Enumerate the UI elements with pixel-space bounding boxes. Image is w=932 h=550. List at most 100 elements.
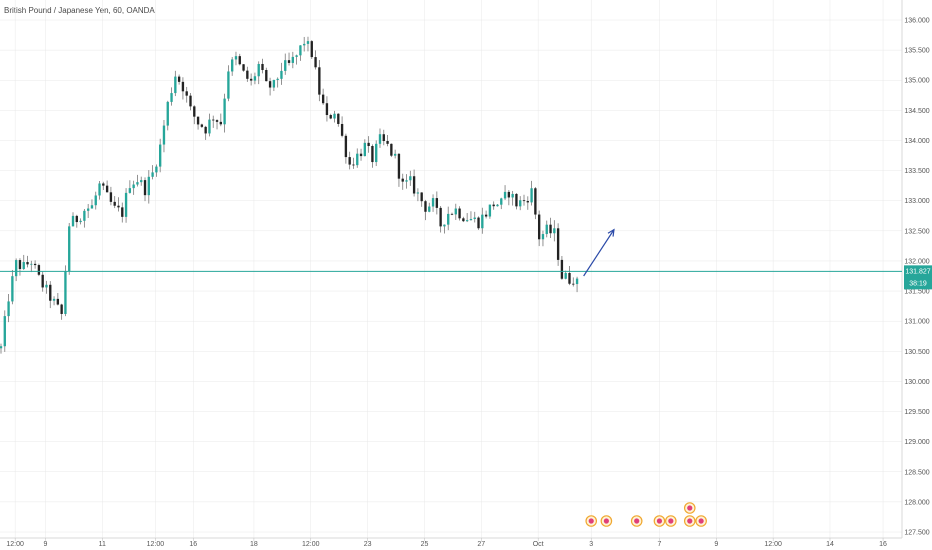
candle-body: [185, 91, 188, 96]
y-tick-label: 131.000: [904, 319, 929, 326]
candle-body: [454, 208, 457, 215]
candle-body: [90, 205, 94, 209]
candle-body: [401, 178, 404, 182]
candle-body: [0, 346, 3, 349]
candle-body: [575, 278, 579, 285]
candle-body: [45, 284, 48, 288]
candle-body: [522, 200, 526, 202]
candle-body: [519, 200, 522, 207]
candle-body: [378, 134, 382, 144]
candle-body: [155, 166, 158, 173]
candle-body: [200, 124, 204, 127]
event-marker-dot: [687, 518, 693, 524]
y-tick-label: 135.000: [904, 78, 929, 85]
candle-body: [98, 183, 101, 196]
y-tick-label: 132.000: [904, 258, 929, 265]
candle-body: [488, 204, 492, 217]
candle-body: [231, 59, 234, 72]
x-tick-label: 16: [879, 541, 887, 548]
candle-body: [541, 234, 545, 240]
y-axis: 136.000 135.500 135.000 134.500 134.000 133.5…: [904, 18, 929, 537]
trend-arrow-head: [607, 228, 615, 237]
x-tick-label: 16: [189, 541, 197, 548]
candle-body: [56, 298, 60, 305]
candle-body: [348, 157, 351, 165]
x-tick-label: 3: [589, 541, 593, 548]
event-marker-dot: [634, 518, 640, 524]
candle-body: [162, 125, 166, 145]
candle-body: [49, 284, 52, 301]
candle-body: [443, 224, 446, 227]
candle-body: [318, 67, 321, 95]
candle-body: [272, 79, 276, 88]
candle-body: [306, 41, 310, 44]
candle-body: [352, 164, 355, 166]
candle-body: [469, 218, 473, 221]
y-tick-label: 128.500: [904, 469, 929, 476]
candle-body: [344, 135, 348, 158]
candle-body: [18, 260, 22, 269]
candle-body: [64, 271, 67, 314]
candle-body: [496, 204, 499, 207]
candle-body: [371, 146, 374, 163]
candle-body: [515, 193, 518, 207]
y-tick-label: 127.500: [904, 530, 929, 537]
candle-body: [143, 180, 147, 196]
candle-body: [181, 81, 185, 92]
candle-body: [94, 195, 97, 206]
y-tick-label: 128.000: [904, 499, 929, 506]
x-tick-label: 11: [99, 541, 106, 548]
x-tick-label: 23: [364, 541, 372, 548]
candle-body: [530, 188, 533, 203]
candle-body: [276, 78, 279, 80]
candle-body: [196, 116, 200, 125]
candle-body: [534, 188, 537, 215]
event-marker-dot: [668, 518, 674, 524]
candle-body: [71, 215, 75, 227]
candle-body: [3, 316, 6, 347]
candle-body: [409, 176, 412, 181]
candle-body: [435, 198, 439, 208]
candle-body: [405, 180, 408, 182]
x-tick-label: 12:00: [147, 541, 165, 548]
candle-body: [7, 301, 10, 317]
price-badge-value: 131.827: [905, 268, 930, 275]
x-tick-label: 12:00: [764, 541, 782, 548]
candle-body: [424, 201, 427, 212]
candle-body: [375, 143, 378, 163]
candle-body: [511, 193, 514, 198]
candle-body: [500, 198, 503, 205]
x-tick-label: 12:00: [302, 541, 320, 548]
candle-body: [465, 220, 469, 222]
y-tick-label: 134.000: [904, 138, 929, 145]
candle-body: [416, 192, 420, 194]
candles: [0, 36, 579, 354]
x-tick-label: Oct: [533, 541, 544, 548]
candle-body: [549, 224, 552, 234]
candle-body: [26, 262, 29, 265]
y-tick-label: 129.500: [904, 409, 929, 416]
y-tick-label: 130.000: [904, 379, 929, 386]
candle-body: [477, 217, 480, 229]
candle-body: [147, 176, 150, 196]
candle-body: [227, 71, 230, 99]
event-marker-dot: [603, 518, 609, 524]
y-tick-label: 130.500: [904, 349, 929, 356]
candle-body: [484, 214, 488, 217]
price-badge-box: [904, 265, 932, 290]
candle-body: [132, 184, 135, 189]
candle-body: [234, 56, 238, 60]
candle-body: [204, 126, 207, 134]
event-markers: [585, 502, 707, 527]
candle-body: [481, 214, 484, 229]
candle-body: [166, 101, 169, 126]
candle-body: [473, 217, 476, 219]
candle-body: [208, 119, 211, 134]
x-tick-label: 14: [826, 541, 834, 548]
candle-body: [105, 185, 109, 193]
x-tick-label: 9: [44, 541, 48, 548]
event-marker-dot: [588, 518, 594, 524]
y-tick-label: 135.500: [904, 48, 929, 55]
x-tick-label: 27: [477, 541, 485, 548]
